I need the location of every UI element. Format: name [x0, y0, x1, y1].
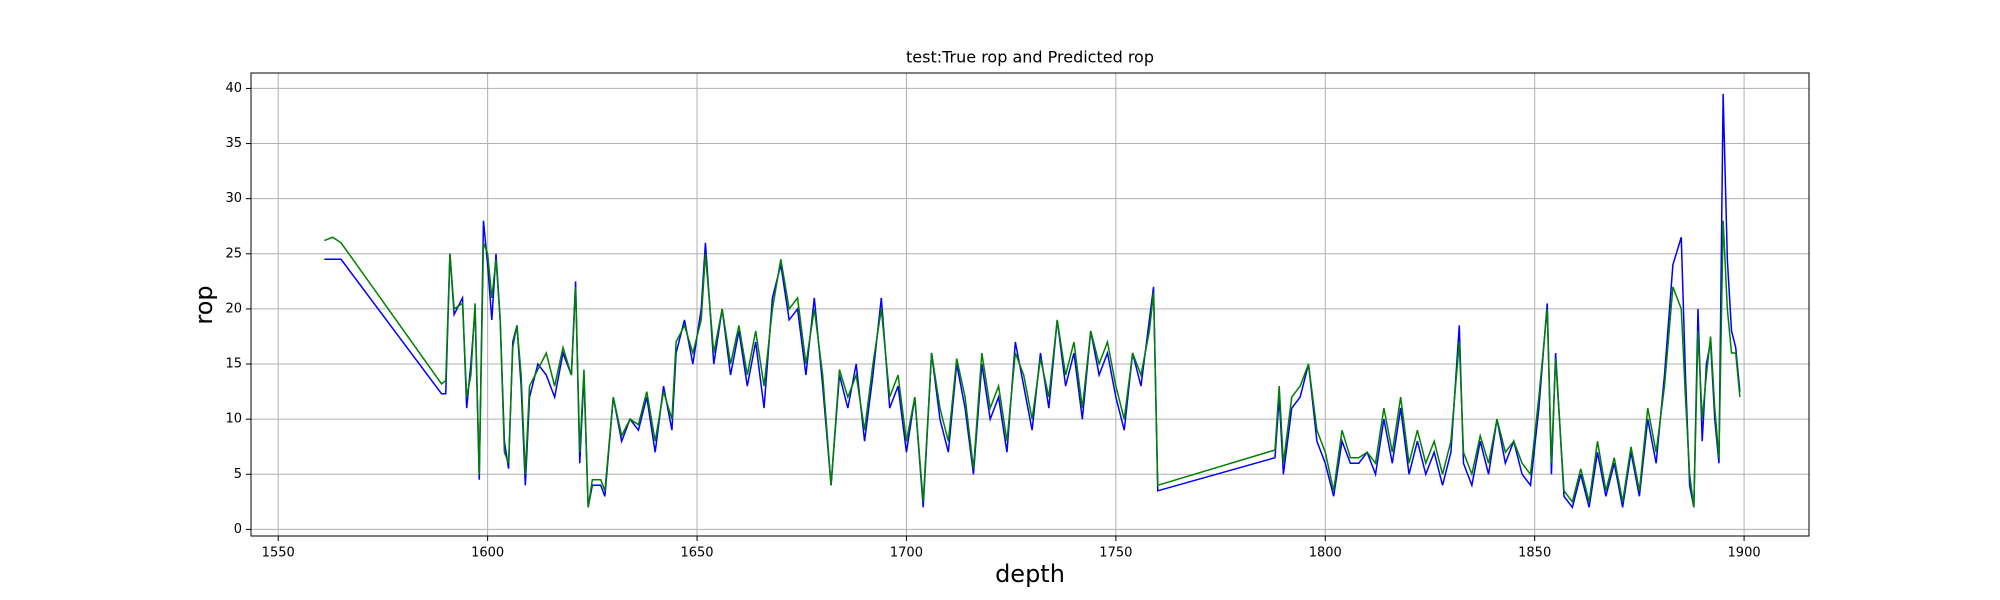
y-tick-label: 15 [225, 357, 242, 372]
x-tick-label: 1550 [262, 546, 295, 561]
x-tick-label: 1600 [471, 546, 504, 561]
x-axis-label: depth [995, 560, 1065, 588]
y-tick-label: 25 [225, 246, 242, 261]
y-tick-label: 35 [225, 136, 242, 151]
x-tick-label: 1800 [1309, 546, 1342, 561]
y-tick-label: 0 [234, 522, 242, 537]
y-axis-label: rop [190, 285, 218, 324]
x-tick-label: 1750 [1099, 546, 1132, 561]
y-tick-label: 20 [225, 301, 242, 316]
x-tick-label: 1650 [680, 546, 713, 561]
x-tick-label: 1900 [1728, 546, 1761, 561]
y-tick-label: 40 [225, 81, 242, 96]
chart-title: test:True rop and Predicted rop [906, 48, 1154, 67]
y-tick-label: 10 [225, 412, 242, 427]
series-line [324, 93, 1741, 510]
plot-frame [250, 72, 1810, 537]
y-tick-label: 5 [234, 467, 242, 482]
x-tick-label: 1700 [890, 546, 923, 561]
y-tick-label: 30 [225, 191, 242, 206]
series-line [324, 220, 1741, 508]
x-tick-label: 1850 [1518, 546, 1551, 561]
